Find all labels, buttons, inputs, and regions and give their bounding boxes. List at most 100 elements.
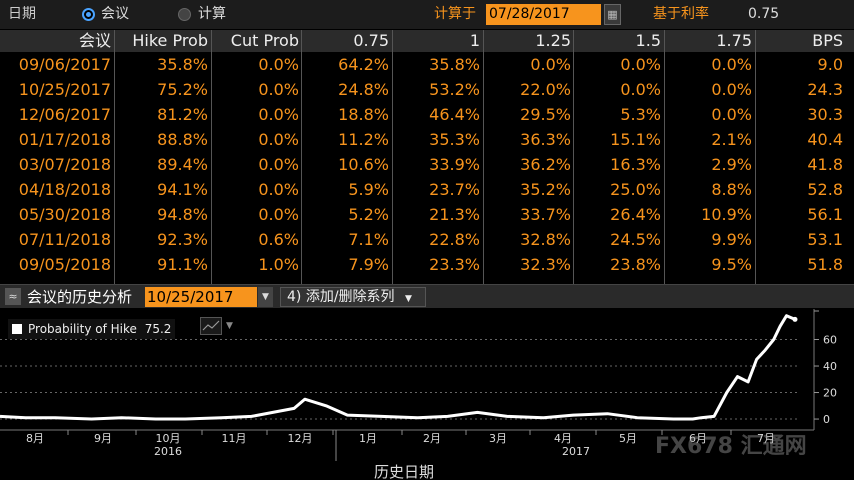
table-cell: 7.9% [348,255,389,274]
table-cell: 1.0% [258,255,299,274]
watermark: FX678 汇通网 [655,434,807,459]
column-header[interactable]: 1.75 [716,31,752,50]
table-row[interactable]: 04/18/2018 94.1% 0.0% 5.9% 23.7% 35.2% 25.0% 8.… [0,178,854,203]
column-divider [573,30,574,284]
table-cell: 88.8% [157,130,208,149]
table-row[interactable]: 09/05/2018 91.1% 1.0% 7.9% 23.3% 32.3% 23.8% 9.… [0,253,854,278]
y-tick-label: 60 [823,334,837,347]
table-cell: 0.0% [711,80,752,99]
table-cell: 51.8 [807,255,843,274]
table-row[interactable]: 10/25/2017 75.2% 0.0% 24.8% 53.2% 22.0% 0.0% 0.… [0,78,854,103]
chevron-down-icon: ▼ [405,294,412,304]
table-cell: 46.4% [429,105,480,124]
history-chart: 0 20 40 60 8月 9月 10月 11月 12月 1月 2月 3月 4月 5月 6月 7月 2016 20… [0,309,854,480]
column-header[interactable]: Hike Prob [132,31,208,50]
table-cell: 10.9% [701,205,752,224]
meeting-date-select[interactable]: 10/25/2017 [145,287,257,307]
table-cell: 32.8% [520,230,571,249]
table-row[interactable]: 01/17/2018 88.8% 0.0% 11.2% 35.3% 36.3% 15.1% 2… [0,128,854,153]
chevron-down-icon[interactable]: ▼ [258,287,273,307]
column-header[interactable]: 1.25 [535,31,571,50]
meeting-radio[interactable] [82,8,95,21]
table-cell: 0.0% [258,205,299,224]
calc-radio-label[interactable]: 计算 [198,6,226,22]
table-cell: 0.0% [620,55,661,74]
table-cell: 56.1 [807,205,843,224]
column-divider [211,30,212,284]
meeting-date-cell: 01/17/2018 [18,130,111,149]
meeting-date-cell: 03/07/2018 [18,155,111,174]
calc-radio[interactable] [178,8,191,21]
table-row[interactable]: 12/06/2017 81.2% 0.0% 18.8% 46.4% 29.5% 5.3% 0.… [0,103,854,128]
series-last-point [792,316,798,322]
legend-series-name: Probability of Hike [28,322,137,336]
table-cell: 8.8% [711,180,752,199]
legend-swatch [12,324,22,334]
table-cell: 0.0% [620,80,661,99]
column-header[interactable]: BPS [812,31,843,50]
table-row[interactable]: 09/06/2017 35.8% 0.0% 64.2% 35.8% 0.0% 0.0% 0.0… [0,53,854,78]
table-cell: 40.4 [807,130,843,149]
table-cell: 32.3% [520,255,571,274]
line-chart-icon[interactable] [200,317,222,335]
table-cell: 0.0% [258,130,299,149]
series-icon: 4) [287,289,302,305]
table-cell: 23.3% [429,255,480,274]
table-cell: 30.3 [807,105,843,124]
table-cell: 91.1% [157,255,208,274]
table-cell: 0.0% [258,105,299,124]
meeting-date-cell: 12/06/2017 [18,105,111,124]
x-tick-label: 1月 [359,432,377,445]
column-header[interactable]: 1 [469,31,480,50]
y-tick-label: 0 [823,413,830,426]
table-cell: 11.2% [338,130,389,149]
table-cell: 22.8% [429,230,480,249]
table-row[interactable]: 07/11/2018 92.3% 0.6% 7.1% 22.8% 32.8% 24.5% 9.… [0,228,854,253]
year-label: 2017 [562,445,590,458]
table-cell: 2.1% [711,130,752,149]
table-row[interactable]: 05/30/2018 94.8% 0.0% 5.2% 21.3% 33.7% 26.4% 10… [0,203,854,228]
calendar-icon[interactable]: ▦ [604,4,621,25]
collapse-icon[interactable]: ≈ [5,288,21,305]
meeting-radio-label[interactable]: 会议 [101,6,129,22]
x-tick-label: 12月 [288,432,313,445]
table-cell: 64.2% [338,55,389,74]
table-cell: 15.1% [610,130,661,149]
table-cell: 89.4% [157,155,208,174]
add-remove-series-button[interactable]: 4) 添加/删除系列 ▼ [280,287,426,307]
meeting-date-cell: 07/11/2018 [18,230,111,249]
x-tick-label: 11月 [222,432,247,445]
calc-date-input[interactable]: 07/28/2017 [486,4,601,25]
column-header[interactable]: 1.5 [635,31,661,50]
table-cell: 25.0% [610,180,661,199]
table-cell: 21.3% [429,205,480,224]
table-row[interactable]: 03/07/2018 89.4% 0.0% 10.6% 33.9% 36.2% 16.3% 2… [0,153,854,178]
x-axis-title: 历史日期 [374,463,435,480]
table-cell: 7.1% [348,230,389,249]
column-header[interactable]: Cut Prob [230,31,299,50]
table-cell: 36.2% [520,155,571,174]
table-cell: 0.0% [711,55,752,74]
chart-type-chevron-icon[interactable]: ▼ [226,321,233,331]
table-cell: 23.8% [610,255,661,274]
y-tick-label: 20 [823,387,837,400]
column-divider [301,30,302,284]
table-cell: 35.2% [520,180,571,199]
meeting-date-cell: 04/18/2018 [18,180,111,199]
meeting-date-cell: 09/05/2018 [18,255,111,274]
y-tick-label: 40 [823,360,837,373]
year-label: 2016 [154,445,182,458]
column-header[interactable]: 会议 [78,31,111,50]
x-tick-label: 7月 [757,432,775,445]
table-cell: 9.5% [711,255,752,274]
column-divider [755,30,756,284]
table-cell: 81.2% [157,105,208,124]
table-cell: 33.9% [429,155,480,174]
column-divider [664,30,665,284]
table-cell: 29.5% [520,105,571,124]
column-header[interactable]: 0.75 [353,31,389,50]
x-tick-label: 9月 [94,432,112,445]
table-cell: 0.0% [258,80,299,99]
x-tick-label: 10月 [156,432,181,445]
table-header [0,30,854,52]
